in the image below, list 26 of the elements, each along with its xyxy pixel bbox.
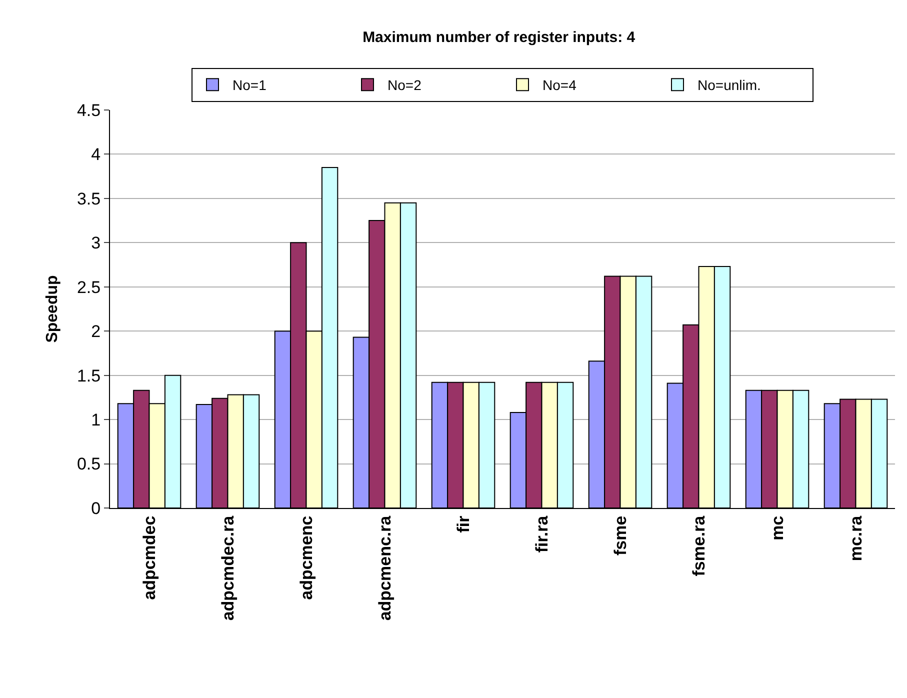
x-tick-label: fsme.ra <box>689 515 708 576</box>
x-tick-label: mc <box>768 516 787 540</box>
y-axis-title: Speedup <box>44 274 61 343</box>
x-tick-label: fir <box>454 515 473 533</box>
y-tick-label: 2.5 <box>76 278 101 297</box>
y-tick-label: 0 <box>91 498 101 518</box>
y-tick-label: 1 <box>91 410 101 430</box>
chart-title: Maximum number of register inputs: 4 <box>362 28 636 46</box>
y-tick-label: 4.5 <box>76 100 101 120</box>
x-tick-label: fir.ra <box>532 515 552 553</box>
y-tick-label: 2 <box>91 322 101 342</box>
legend-label: No=unlim. <box>698 77 761 94</box>
legend-label: No=4 <box>542 77 577 94</box>
legend-label: No=2 <box>388 77 422 94</box>
x-tick-label: adpcmdec <box>140 516 159 600</box>
x-tick-label: adpcmdec.ra <box>218 515 238 621</box>
y-tick-label: 1.5 <box>76 366 101 386</box>
x-tick-label: adpcmenc <box>296 516 316 600</box>
x-tick-label: fsme <box>610 516 630 556</box>
y-tick-label: 3.5 <box>76 189 101 208</box>
x-tick-label: adpcmenc.ra <box>375 515 394 621</box>
y-tick-label: 4 <box>91 145 101 164</box>
y-tick-label: 0.5 <box>76 454 101 474</box>
y-tick-label: 3 <box>91 234 101 253</box>
legend-label: No=1 <box>232 77 267 94</box>
x-tick-label: mc.ra <box>846 515 866 562</box>
